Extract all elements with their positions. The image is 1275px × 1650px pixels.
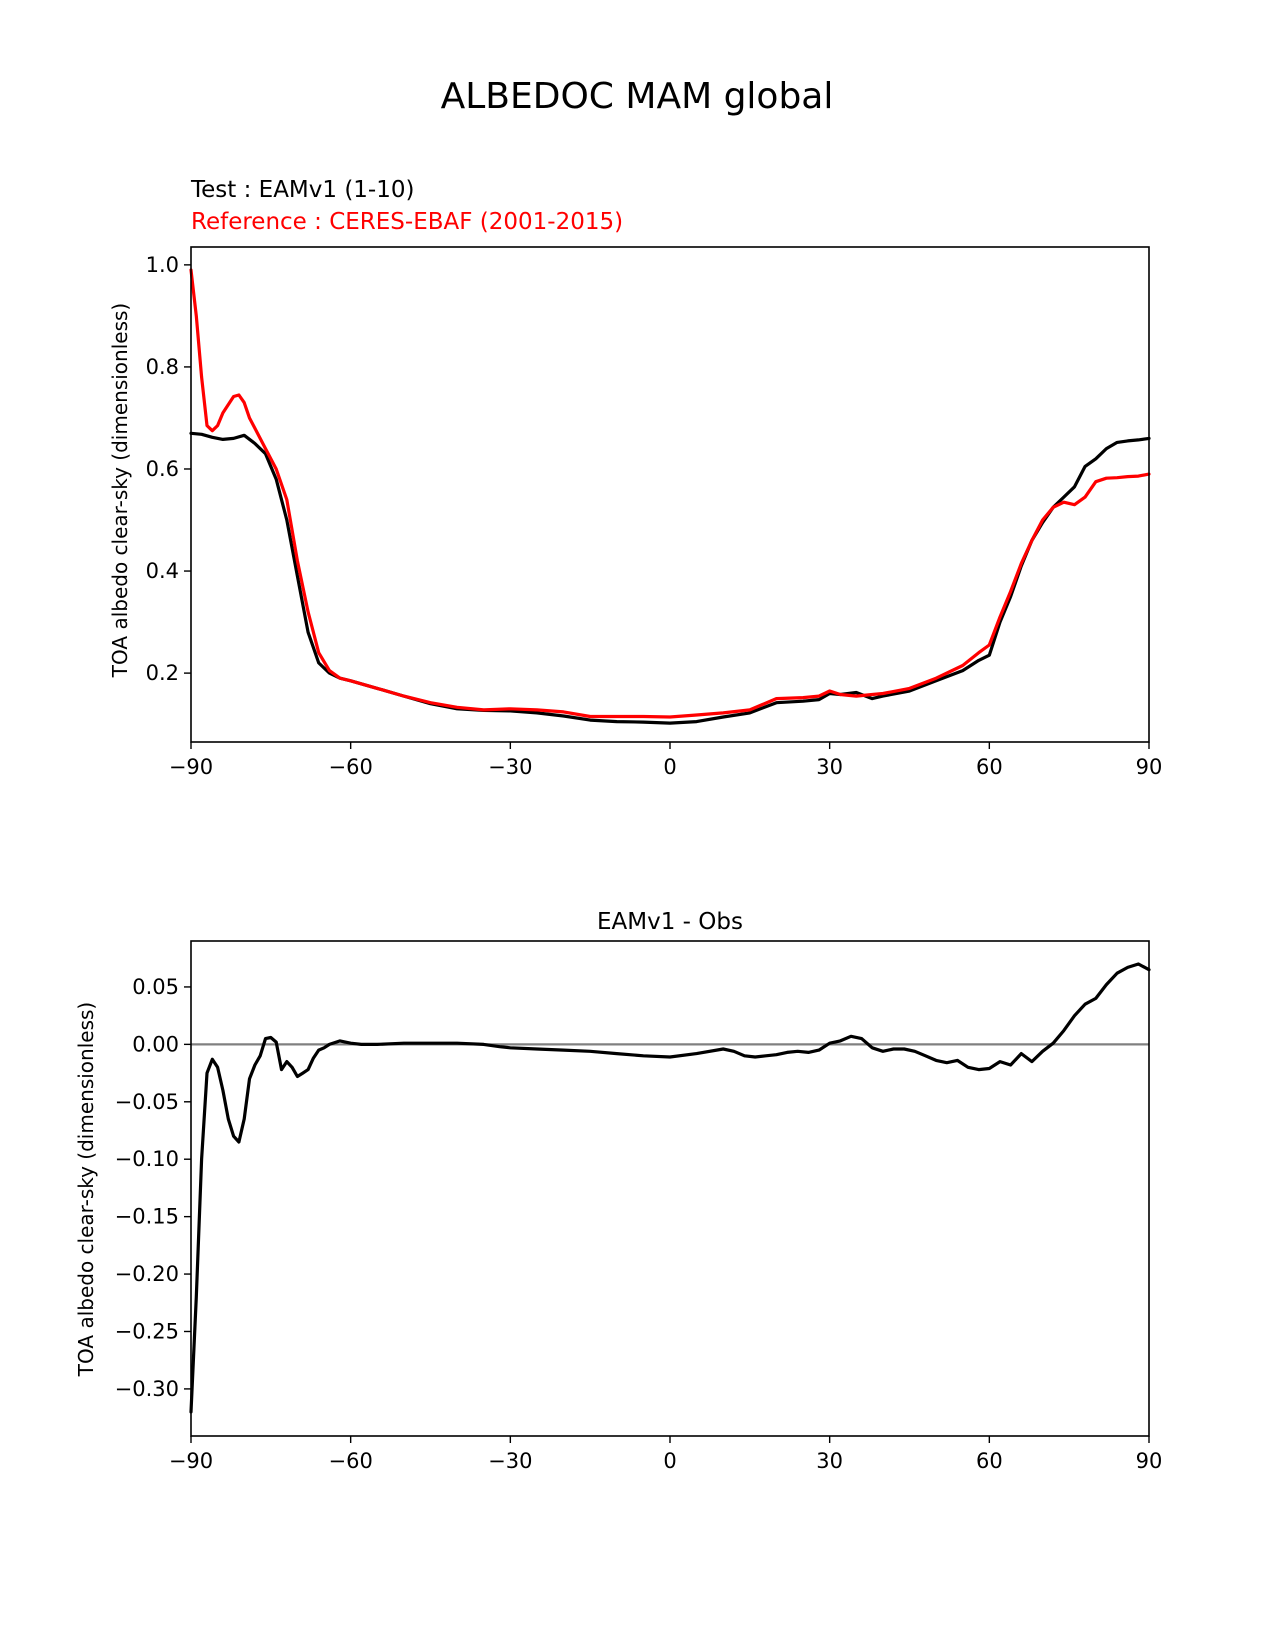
top-plot-frame (190, 246, 1150, 743)
y-tick-label: −0.20 (115, 1262, 179, 1286)
y-tick-label: 0.2 (146, 661, 179, 685)
bottom-series-line-0 (189, 962, 1151, 1414)
figure-title: ALBEDOC MAM global (441, 76, 834, 117)
y-tick-label: 1.0 (146, 253, 179, 277)
y-tick-label: −0.10 (115, 1147, 179, 1171)
x-tick-label: −30 (488, 1449, 532, 1473)
y-tick-label: −0.05 (115, 1090, 179, 1114)
x-tick-label: 30 (816, 755, 843, 779)
bottom-tick-layer: −90 −60 −30 0 30 60 90 0.05 0.00 −0.05 −0.10 −0.15 −… (115, 975, 1163, 1473)
x-tick-label: −60 (329, 755, 373, 779)
y-tick-label: 0.05 (132, 975, 179, 999)
bottom-plot-frame (190, 940, 1150, 1437)
bottom-panel: EAMv1 - Obs TOA albedo clear-sky (dimens… (74, 909, 1162, 1473)
x-tick-label: 60 (976, 1449, 1003, 1473)
top-ylabel: TOA albedo clear-sky (dimensionless) (108, 303, 132, 678)
x-tick-label: 90 (1136, 755, 1163, 779)
bottom-ylabel: TOA albedo clear-sky (dimensionless) (74, 1002, 98, 1377)
y-tick-label: −0.15 (115, 1205, 179, 1229)
y-tick-label: 0.6 (146, 457, 179, 481)
bottom-title: EAMv1 - Obs (597, 909, 743, 935)
x-tick-label: −30 (488, 755, 532, 779)
test-label: Test : EAMv1 (1-10) (190, 177, 414, 203)
top-tick-layer: −90 −60 −30 0 30 60 90 0.2 0.4 0.6 0.8 1.0 (146, 253, 1163, 779)
x-tick-label: 30 (816, 1449, 843, 1473)
x-tick-label: −60 (329, 1449, 373, 1473)
x-tick-label: 0 (663, 755, 676, 779)
top-series-line-1 (189, 268, 1151, 719)
top-panel: Test : EAMv1 (1-10) Reference : CERES-EB… (108, 177, 1162, 779)
reference-label: Reference : CERES-EBAF (2001-2015) (191, 209, 623, 235)
y-tick-label: −0.30 (115, 1377, 179, 1401)
y-tick-label: 0.00 (132, 1032, 179, 1056)
bottom-series-layer (189, 962, 1151, 1414)
x-tick-label: 0 (663, 1449, 676, 1473)
y-tick-label: 0.4 (146, 559, 179, 583)
x-tick-label: −90 (169, 1449, 213, 1473)
x-tick-label: −90 (169, 755, 213, 779)
top-series-layer (189, 268, 1151, 725)
y-tick-label: −0.25 (115, 1319, 179, 1343)
x-tick-label: 90 (1136, 1449, 1163, 1473)
top-series-line-0 (189, 431, 1151, 725)
x-tick-label: 60 (976, 755, 1003, 779)
y-tick-label: 0.8 (146, 355, 179, 379)
